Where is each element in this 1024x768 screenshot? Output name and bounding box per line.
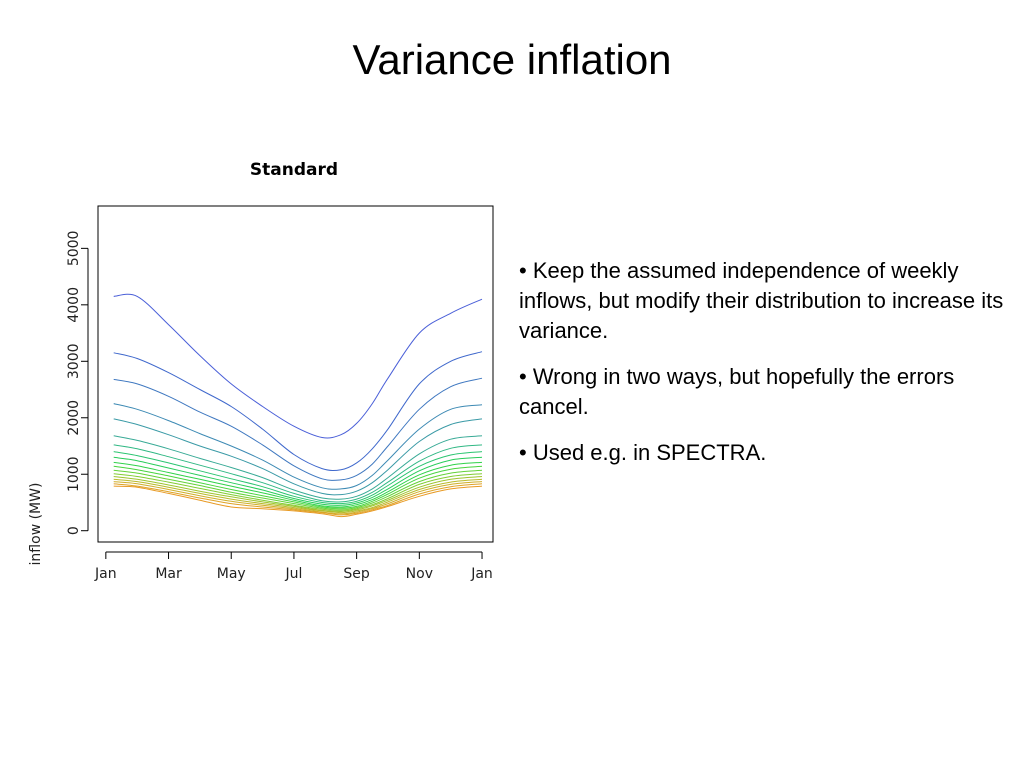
x-tick-label: Jan — [94, 566, 117, 582]
series-line — [113, 377, 483, 481]
series-line — [113, 451, 483, 505]
chart-title: Standard — [250, 160, 338, 180]
inflow-chart: Standard 0 1000 2000 3000 4000 5000 Jan Mar May… — [28, 160, 494, 582]
series-line — [113, 461, 483, 508]
y-tick-label: 5000 — [66, 231, 82, 267]
x-axis: Jan Mar May Jul Sep Nov Jan — [94, 551, 493, 582]
series-line — [113, 456, 483, 506]
x-tick-label: Sep — [343, 566, 370, 582]
x-tick-label: Jul — [284, 566, 302, 582]
series-line — [113, 478, 483, 514]
series-line — [113, 418, 483, 496]
y-tick-label: 1000 — [66, 456, 82, 492]
series-line — [113, 435, 483, 500]
x-tick-label: Jan — [470, 566, 493, 582]
series-line — [113, 469, 483, 510]
plot-frame — [97, 205, 494, 543]
series-line — [113, 444, 483, 503]
series-group — [113, 293, 483, 518]
bullet-item: • Used e.g. in SPECTRA. — [519, 440, 767, 465]
series-line — [113, 293, 483, 439]
y-axis: 0 1000 2000 3000 4000 5000 — [66, 231, 89, 535]
series-line — [113, 465, 483, 509]
y-tick-label: 4000 — [66, 287, 82, 323]
series-line — [113, 483, 483, 516]
series-line — [113, 485, 483, 518]
y-tick-label: 3000 — [66, 343, 82, 379]
y-tick-label: 0 — [66, 526, 82, 535]
series-line — [113, 351, 483, 471]
y-tick-label: 2000 — [66, 400, 82, 436]
slide-title: Variance inflation — [352, 36, 672, 83]
series-line — [113, 473, 483, 511]
x-tick-label: May — [217, 566, 246, 582]
bullet-item: • Keep the assumed independence of weekl… — [519, 258, 1004, 343]
y-axis-label: inflow (MW) — [28, 483, 44, 566]
x-tick-label: Mar — [155, 566, 182, 582]
series-line — [113, 403, 483, 490]
bullet-item: • Wrong in two ways, but hopefully the e… — [519, 364, 955, 419]
x-tick-label: Nov — [406, 566, 433, 582]
bullet-list: • Keep the assumed independence of weekl… — [519, 256, 1014, 484]
